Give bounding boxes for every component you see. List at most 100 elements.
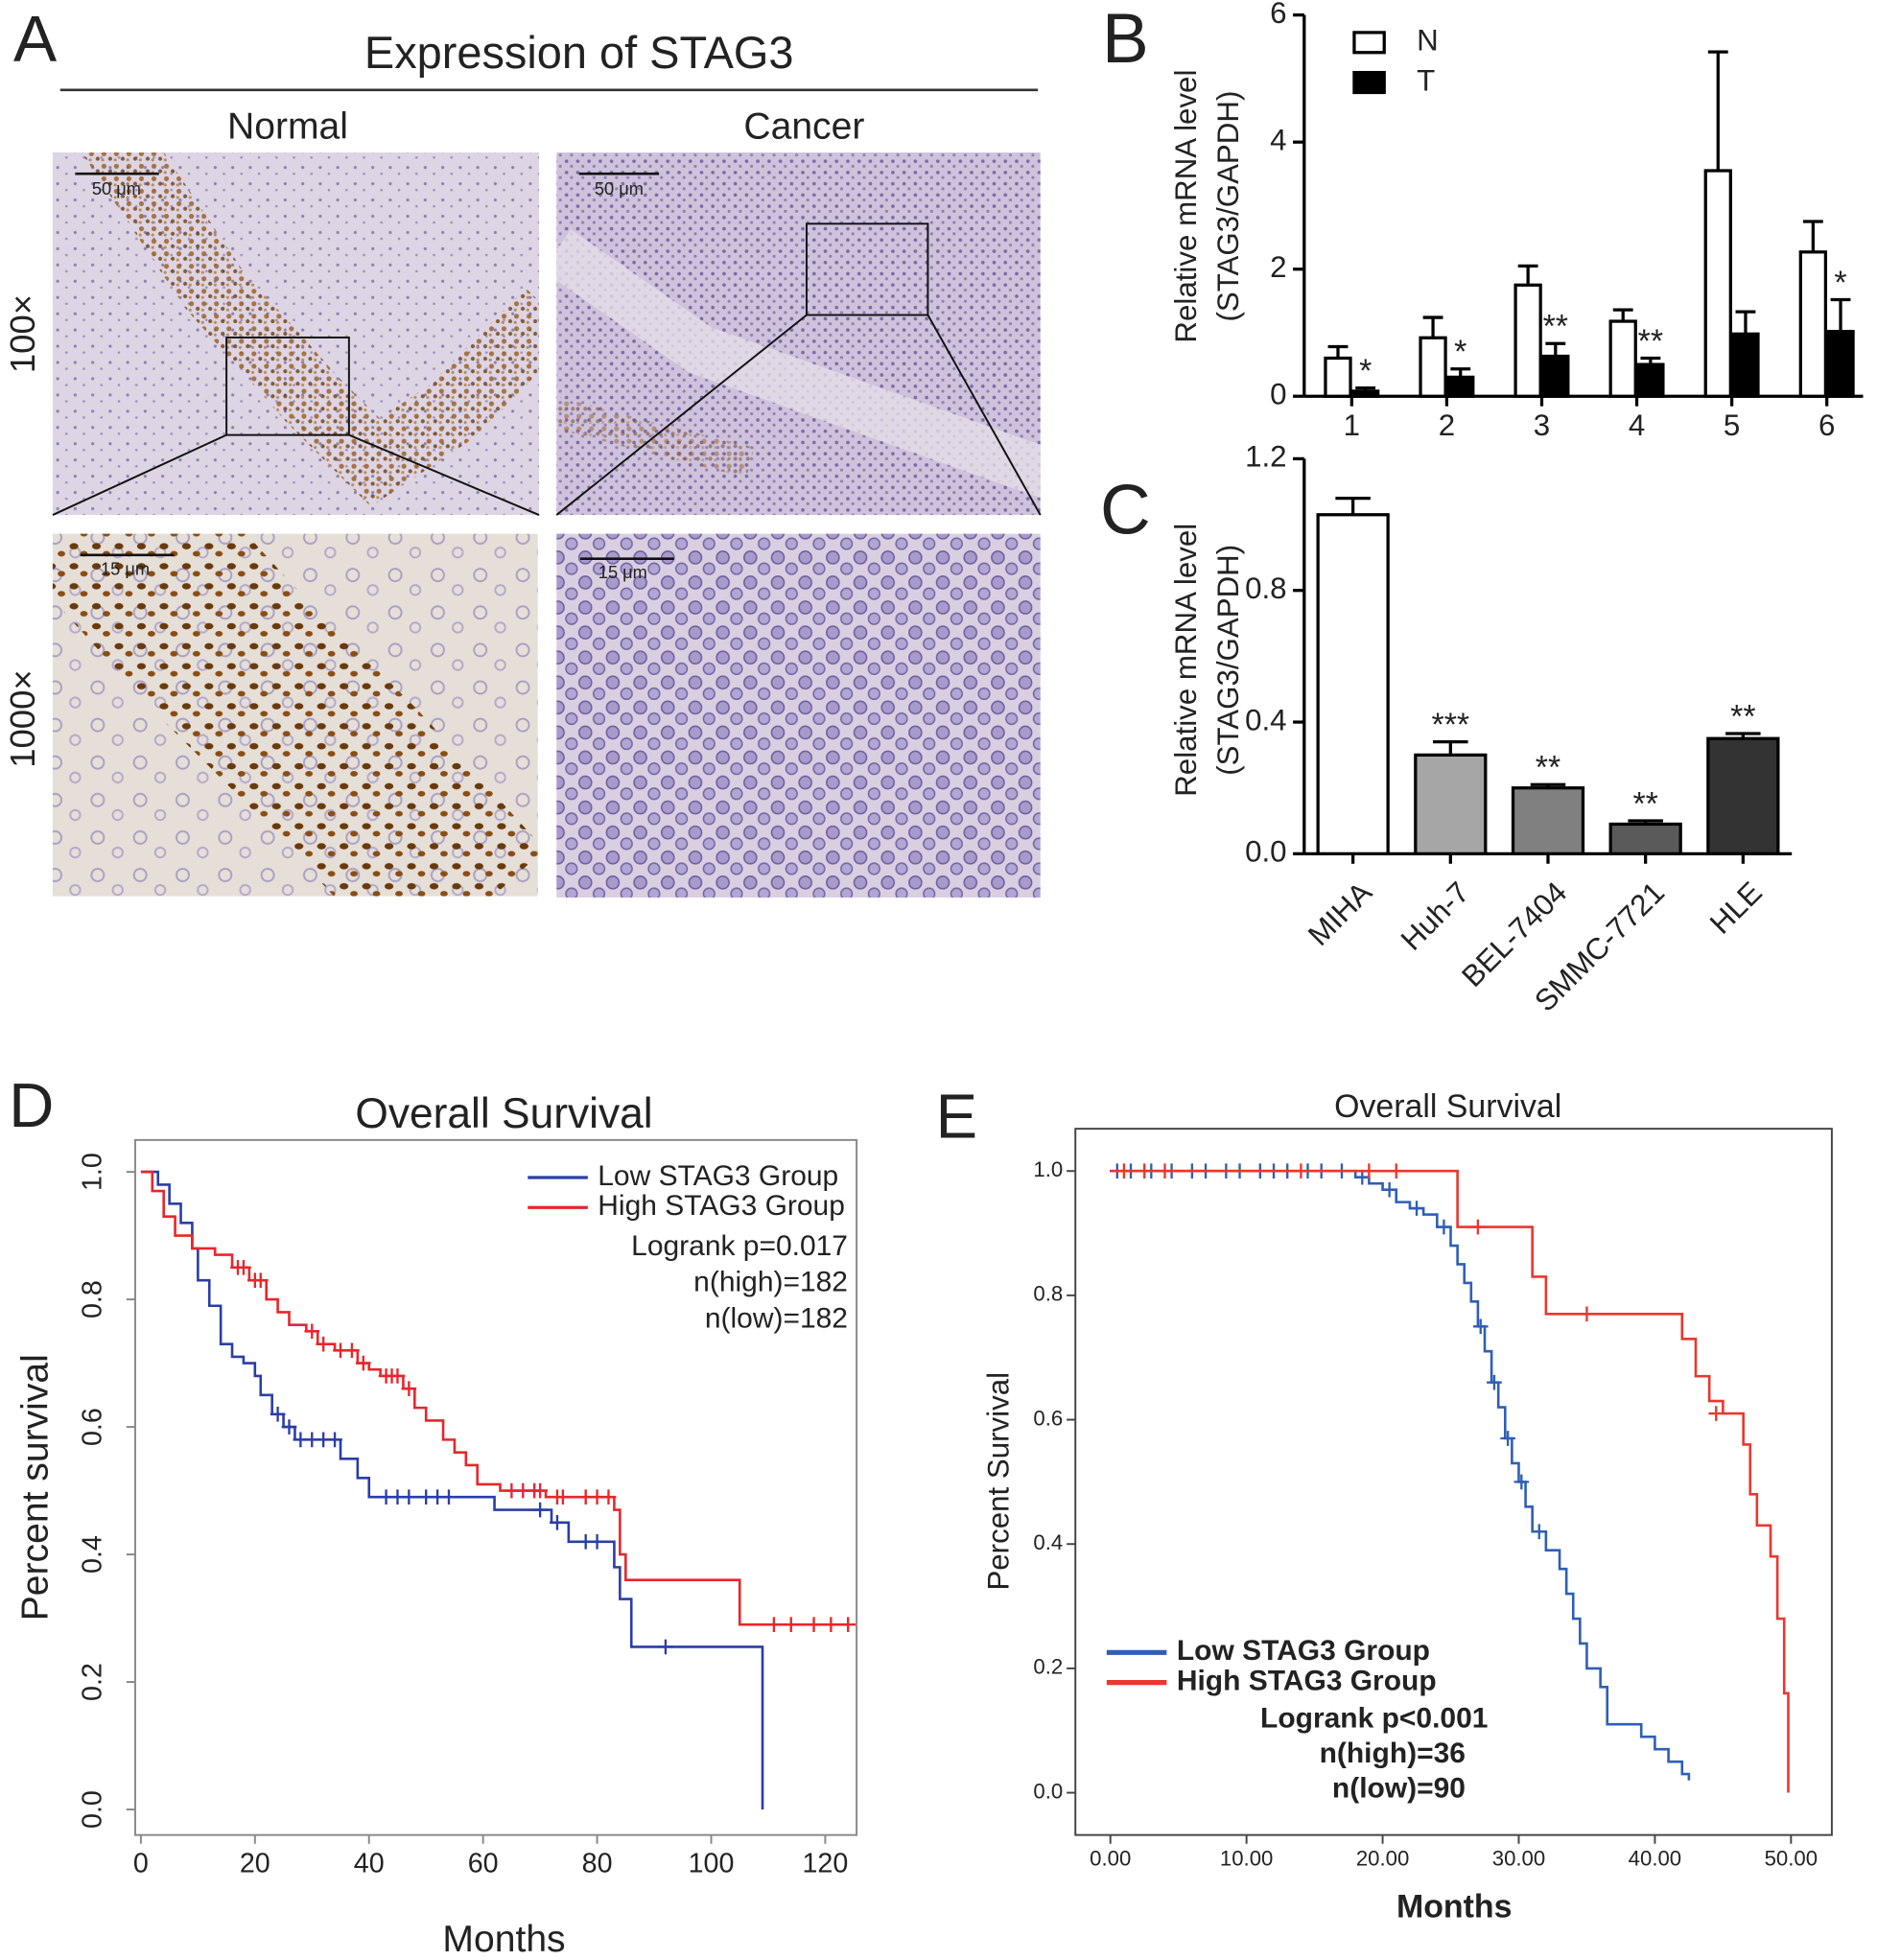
chart-title: Overall Survival xyxy=(355,1090,652,1137)
significance-label: ** xyxy=(1730,698,1755,735)
censor-mark xyxy=(236,1260,251,1275)
y-tick-label: 0.2 xyxy=(1033,1655,1063,1679)
annotation: n(low)=90 xyxy=(1332,1773,1466,1805)
micrograph xyxy=(556,533,1041,898)
x-tick-label: 40.00 xyxy=(1629,1847,1681,1871)
y-tick-label: 2 xyxy=(1270,250,1286,284)
scale-bar-label: 15 μm xyxy=(101,558,150,578)
censor-mark xyxy=(658,1639,673,1655)
censor-mark xyxy=(532,1502,548,1518)
legend-swatch xyxy=(1352,70,1386,95)
censor-mark xyxy=(401,1381,417,1397)
bar xyxy=(1706,736,1780,855)
stain-band xyxy=(52,533,538,897)
y-tick-label: 0.0 xyxy=(1033,1779,1063,1803)
y-axis-label: Relative mRNA level xyxy=(1169,70,1203,343)
x-tick-label: 3 xyxy=(1534,408,1550,442)
stroma-band xyxy=(556,229,1041,499)
x-tick-label: 60 xyxy=(468,1849,499,1879)
bar xyxy=(1636,362,1665,398)
x-tick-label: MIHA xyxy=(1302,875,1378,952)
x-tick-label: 30.00 xyxy=(1492,1847,1545,1871)
censor-mark xyxy=(1293,1163,1309,1179)
plot-frame xyxy=(1074,1128,1833,1836)
chart-title: Overall Survival xyxy=(1334,1088,1561,1125)
panel-label: B xyxy=(1102,0,1149,78)
x-tick-label: 2 xyxy=(1439,408,1455,442)
zoom-line xyxy=(927,315,1042,516)
y-axis-label: Percent Survival xyxy=(981,1372,1015,1591)
legend-swatch xyxy=(1352,31,1386,55)
zoom-line xyxy=(555,314,808,516)
censor-mark xyxy=(401,1489,417,1505)
y-tick-label: 0.6 xyxy=(78,1408,108,1446)
censor-mark xyxy=(783,1617,799,1633)
x-tick-label: 0.00 xyxy=(1090,1847,1131,1871)
scale-bar-label: 50 μm xyxy=(92,178,141,198)
censor-mark xyxy=(1470,1219,1486,1235)
zoom-box xyxy=(225,336,350,436)
censor-mark xyxy=(1409,1201,1424,1216)
y-axis-label: Percent survival xyxy=(15,1354,57,1621)
bar xyxy=(1703,169,1732,398)
x-axis-label: Months xyxy=(442,1919,565,1960)
y-tick-label: 0.4 xyxy=(1033,1530,1063,1554)
significance-label: * xyxy=(1834,265,1846,301)
y-tick-label: 1.0 xyxy=(78,1153,108,1191)
censor-mark xyxy=(1472,1318,1489,1335)
censor-mark xyxy=(316,1336,331,1352)
significance-label: ** xyxy=(1536,750,1560,786)
legend-label: High STAG3 Group xyxy=(598,1190,845,1222)
bar xyxy=(1541,354,1570,398)
y-tick-label: 0.8 xyxy=(1245,572,1286,605)
censor-mark xyxy=(600,1489,617,1505)
censor-mark xyxy=(270,1406,286,1422)
censor-mark xyxy=(1157,1163,1173,1179)
bar xyxy=(1798,250,1828,398)
y-tick-label: 0.0 xyxy=(1245,835,1286,869)
censor-mark xyxy=(555,1489,571,1505)
y-tick-label: 1.2 xyxy=(1245,440,1286,474)
censor-mark xyxy=(766,1617,782,1633)
x-tick-label: 100 xyxy=(689,1849,735,1879)
panel-label: A xyxy=(13,4,58,76)
x-tick-label: 0 xyxy=(133,1849,149,1879)
y-tick-label: 0.8 xyxy=(78,1280,108,1318)
stain-band xyxy=(556,397,755,478)
y-axis-label: (STAG3/GAPDH) xyxy=(1211,545,1245,776)
legend-label: Low STAG3 Group xyxy=(1177,1635,1430,1667)
x-tick-label: 6 xyxy=(1818,408,1835,442)
x-tick-label: 20 xyxy=(240,1849,270,1879)
column-label: Normal xyxy=(227,106,348,148)
significance-label: *** xyxy=(1432,707,1470,743)
bar xyxy=(1324,356,1352,398)
significance-label: ** xyxy=(1632,785,1657,822)
legend-label: N xyxy=(1417,24,1439,58)
x-tick-label: HLE xyxy=(1703,875,1769,941)
significance-label: ** xyxy=(1638,323,1663,360)
panel-label: D xyxy=(9,1070,54,1140)
stain xyxy=(52,533,538,897)
annotation: n(low)=182 xyxy=(705,1302,848,1334)
annotation: Logrank p=0.017 xyxy=(631,1230,848,1262)
x-tick-label: 1 xyxy=(1344,408,1360,442)
censor-mark xyxy=(1500,1431,1515,1446)
zoom-line xyxy=(52,433,227,516)
significance-label: * xyxy=(1359,353,1372,389)
x-tick-label: 80 xyxy=(582,1849,613,1879)
censor-mark xyxy=(1436,1219,1452,1235)
y-tick-label: 6 xyxy=(1270,0,1286,30)
y-tick-label: 0.6 xyxy=(1033,1406,1063,1430)
significance-label: ** xyxy=(1543,309,1568,345)
column-label: Cancer xyxy=(743,106,864,148)
x-axis-label: Months xyxy=(1396,1889,1512,1925)
y-tick-label: 4 xyxy=(1270,123,1286,156)
censor-mark xyxy=(1116,1163,1132,1179)
y-axis-label: (STAG3/GAPDH) xyxy=(1211,91,1245,322)
scale-bar-label: 50 μm xyxy=(595,178,644,198)
censor-mark xyxy=(327,1432,342,1448)
plot-frame xyxy=(133,1138,858,1836)
stain xyxy=(556,229,1041,499)
censor-mark xyxy=(1531,1524,1547,1540)
